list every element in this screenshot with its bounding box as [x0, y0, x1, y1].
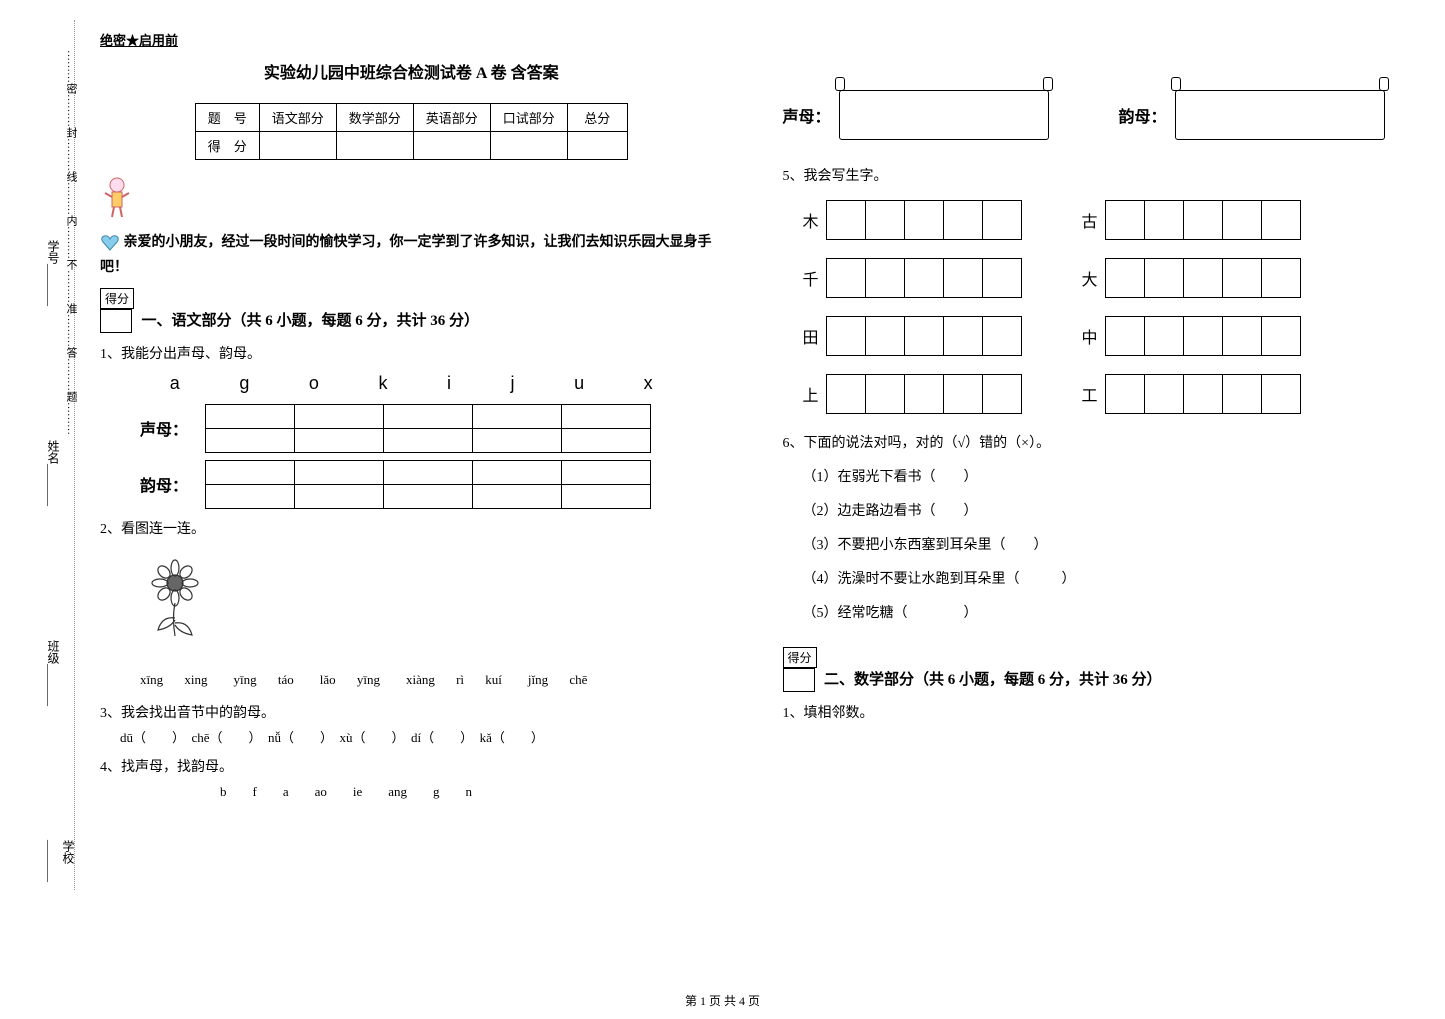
table-row: 题 号 语文部分 数学部分 英语部分 口试部分 总分: [195, 104, 627, 132]
q3-line: dū（ ） chē（ ） nǚ（ ） xù（ ） dí（ ） kǎ（ ）: [120, 727, 723, 746]
s2-q1-text: 1、填相邻数。: [783, 702, 1406, 722]
q6-item: （1）在弱光下看书（ ）: [803, 466, 1406, 486]
q4-letters: b f a ao ie ang g n: [220, 781, 723, 800]
th-english: 英语部分: [413, 104, 490, 132]
letter: g: [239, 373, 249, 394]
char: 千: [803, 266, 819, 290]
q6-text: 6、下面的说法对吗，对的（√）错的（×）。: [783, 432, 1406, 452]
td-blank: [567, 132, 627, 160]
exam-title: 实验幼儿园中班综合检测试卷 A 卷 含答案: [100, 59, 723, 83]
mascot-icon: [100, 175, 723, 220]
char: 上: [803, 382, 819, 406]
binding-class: 班级_______: [45, 640, 62, 706]
char: 田: [803, 324, 819, 348]
th-chinese: 语文部分: [259, 104, 336, 132]
score-blank: [783, 668, 815, 692]
char: 中: [1082, 324, 1098, 348]
section2-header: 得分 二、数学部分（共 6 小题，每题 6 分，共计 36 分）: [783, 647, 1406, 692]
confidential-note: 绝密★启用前: [100, 30, 723, 49]
td-blank: [490, 132, 567, 160]
letter: k: [378, 373, 387, 394]
binding-strip: 学校_______ 班级_______ 姓名_______ 学号_______ …: [45, 20, 75, 890]
yunmu-scroll: [1175, 90, 1385, 140]
q4-boxes: 声母： 韵母：: [783, 90, 1406, 140]
q6-item: （4）洗澡时不要让水跑到耳朵里（ ）: [803, 568, 1406, 588]
td-blank: [336, 132, 413, 160]
letter: u: [574, 373, 584, 394]
q1-letters: a g o k i j u x: [140, 373, 683, 394]
shengmu-grid: [205, 404, 650, 452]
shengmu-label: 声母：: [140, 416, 205, 440]
q5-grid: 木 古 千 大 田 中 上 工: [803, 200, 1406, 414]
binding-seal-text: ………密………封………线………内………不………准………答………题………: [63, 50, 79, 890]
shengmu-scroll: [839, 90, 1049, 140]
q1-shengmu-row: 声母：: [140, 404, 683, 452]
th-total: 总分: [567, 104, 627, 132]
left-column: 绝密★启用前 实验幼儿园中班综合检测试卷 A 卷 含答案 题 号 语文部分 数学…: [100, 30, 723, 805]
right-column: 声母： 韵母： 5、我会写生字。 木 古 千 大 田 中 上: [783, 30, 1406, 805]
yunmu-box-wrap: 韵母：: [1119, 90, 1385, 140]
section1-header: 得分 一、语文部分（共 6 小题，每题 6 分，共计 36 分）: [100, 288, 723, 333]
binding-id: 学号_______: [45, 240, 62, 306]
char: 古: [1082, 208, 1098, 232]
q2-words: xīng xing yīng táo lǎo yīng xiàng rì kuí…: [140, 668, 683, 691]
th-math: 数学部分: [336, 104, 413, 132]
page-footer: 第 1 页 共 4 页: [0, 992, 1445, 1009]
q3-text: 3、我会找出音节中的韵母。: [100, 702, 723, 722]
q4-text: 4、找声母，找韵母。: [100, 756, 723, 776]
th-oral: 口试部分: [490, 104, 567, 132]
intro-text: 亲爱的小朋友，经过一段时间的愉快学习，你一定学到了许多知识，让我们去知识乐园大显…: [100, 230, 723, 280]
table-row: 得 分: [195, 132, 627, 160]
binding-name: 姓名_______: [45, 440, 62, 506]
th-num: 题 号: [195, 104, 259, 132]
char: 大: [1082, 266, 1098, 290]
th-score: 得 分: [195, 132, 259, 160]
char: 工: [1082, 382, 1098, 406]
td-blank: [413, 132, 490, 160]
letter: a: [170, 373, 180, 394]
letter: o: [309, 373, 319, 394]
letter: i: [447, 373, 451, 394]
section1-title: 一、语文部分（共 6 小题，每题 6 分，共计 36 分）: [142, 313, 480, 329]
score-blank: [100, 309, 132, 333]
char: 木: [803, 208, 819, 232]
q5-text: 5、我会写生字。: [783, 165, 1406, 185]
score-label: 得分: [783, 647, 817, 668]
q1-text: 1、我能分出声母、韵母。: [100, 343, 723, 363]
yunmu-label: 韵母：: [140, 472, 205, 496]
shengmu-label2: 声母：: [783, 103, 831, 127]
yunmu-label2: 韵母：: [1119, 103, 1167, 127]
flower-icon: [140, 558, 210, 648]
q6-item: （3）不要把小东西塞到耳朵里（ ）: [803, 534, 1406, 554]
letter: j: [511, 373, 515, 394]
shengmu-box-wrap: 声母：: [783, 90, 1049, 140]
letter: x: [644, 373, 653, 394]
yunmu-grid: [205, 460, 650, 508]
score-label: 得分: [100, 288, 134, 309]
q2-text: 2、看图连一连。: [100, 518, 723, 538]
q1-yunmu-row: 韵母：: [140, 460, 683, 508]
section2-title: 二、数学部分（共 6 小题，每题 6 分，共计 36 分）: [824, 672, 1162, 688]
q6-item: （2）边走路边看书（ ）: [803, 500, 1406, 520]
score-table: 题 号 语文部分 数学部分 英语部分 口试部分 总分 得 分: [195, 103, 628, 160]
q6-item: （5）经常吃糖（ ）: [803, 602, 1406, 622]
heart-icon: [100, 233, 120, 253]
td-blank: [259, 132, 336, 160]
